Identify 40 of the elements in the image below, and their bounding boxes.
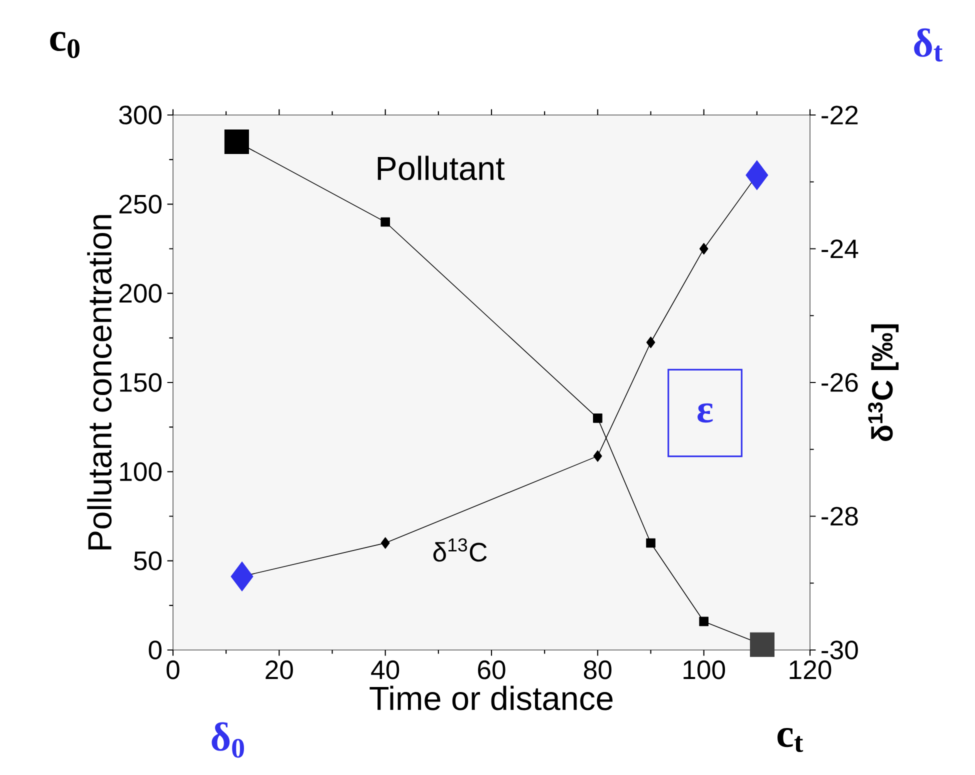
text: δ$_{t}$	[914, 28, 943, 62]
y-tick-label: 150	[120, 373, 162, 392]
point	[380, 537, 390, 549]
x-tick-label: 120	[790, 660, 832, 680]
point	[230, 562, 254, 592]
x-tick-label: 80	[584, 660, 612, 680]
point	[750, 632, 774, 657]
annotation: ε	[698, 403, 713, 423]
x-tick-label: 0	[166, 660, 180, 680]
y2-tick-label: -26	[822, 373, 858, 392]
text: δ$_{0}$	[212, 722, 244, 758]
point	[646, 336, 656, 348]
y-tick-label: 50	[134, 551, 162, 570]
text: c$_{t}$	[777, 728, 804, 752]
y2-tick-label: -24	[822, 239, 858, 258]
point	[646, 538, 656, 548]
y-tick-label: 200	[119, 284, 162, 303]
y2-tick-label: -28	[822, 506, 858, 526]
series-label: δ$^{13}$C	[433, 538, 487, 562]
point	[593, 450, 602, 462]
x-tick-label: 40	[371, 660, 400, 680]
point	[699, 243, 708, 254]
point	[746, 160, 768, 190]
text: δ$^{13}$C [‰]	[868, 324, 899, 442]
x-tick-label: 20	[266, 660, 293, 680]
text: c$_{0}$	[50, 32, 80, 58]
x-tick-label: 60	[478, 660, 506, 680]
point	[699, 616, 709, 626]
y2-tick-label: -30	[822, 640, 858, 660]
point	[380, 217, 390, 227]
y-axis-title: Pollutant concentration	[87, 215, 112, 550]
point	[593, 414, 602, 423]
series-label: Pollutant	[378, 156, 505, 180]
x-axis-title: Time or distance	[370, 686, 613, 710]
x-tick-label: 100	[684, 660, 726, 680]
y2-tick-label: -22	[822, 106, 858, 124]
y-tick-label: 100	[120, 462, 162, 482]
y-tick-label: 250	[119, 194, 162, 214]
y-tick-label: 300	[119, 106, 162, 124]
y-tick-label: 0	[148, 640, 162, 660]
